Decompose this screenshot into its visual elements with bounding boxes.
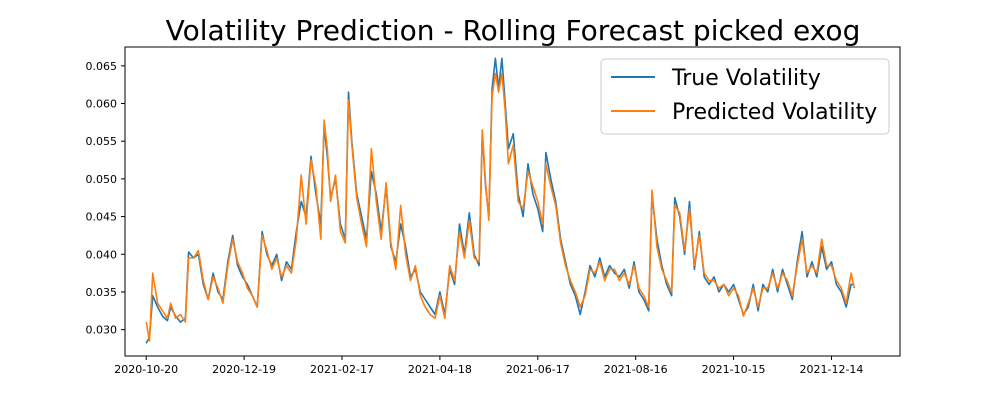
y-tick-label: 0.065 (86, 60, 118, 73)
chart-title: Volatility Prediction - Rolling Forecast… (166, 14, 861, 47)
y-axis: 0.030 0.035 0.040 0.045 0.050 0.055 0.060 0.065 (86, 60, 125, 337)
x-tick-label: 2021-02-17 (310, 363, 374, 376)
legend: True Volatility Predicted Volatility (600, 58, 890, 135)
legend-label-true-volatility: True Volatility (671, 66, 821, 91)
legend-box (600, 58, 890, 135)
y-tick-label: 0.035 (86, 286, 118, 299)
x-tick-label: 2020-10-20 (114, 363, 178, 376)
series-layer (145, 57, 856, 344)
x-tick-label: 2021-12-14 (800, 363, 864, 376)
y-tick-label: 0.050 (86, 173, 118, 186)
x-tick-label: 2020-12-19 (212, 363, 276, 376)
y-tick-label: 0.055 (86, 135, 118, 148)
y-tick-label: 0.060 (86, 98, 118, 111)
x-tick-label: 2021-10-15 (702, 363, 766, 376)
x-axis: 2020-10-20 2020-12-19 2021-02-17 2021-04-18… (114, 356, 863, 376)
series-line-predicted-volatility (145, 72, 856, 342)
y-tick-label: 0.040 (86, 248, 118, 261)
x-tick-label: 2021-06-17 (506, 363, 570, 376)
x-tick-label: 2021-08-16 (604, 363, 668, 376)
x-tick-label: 2021-04-18 (408, 363, 472, 376)
legend-label-predicted-volatility: Predicted Volatility (672, 100, 877, 125)
y-tick-label: 0.030 (86, 324, 118, 337)
y-tick-label: 0.045 (86, 211, 118, 224)
